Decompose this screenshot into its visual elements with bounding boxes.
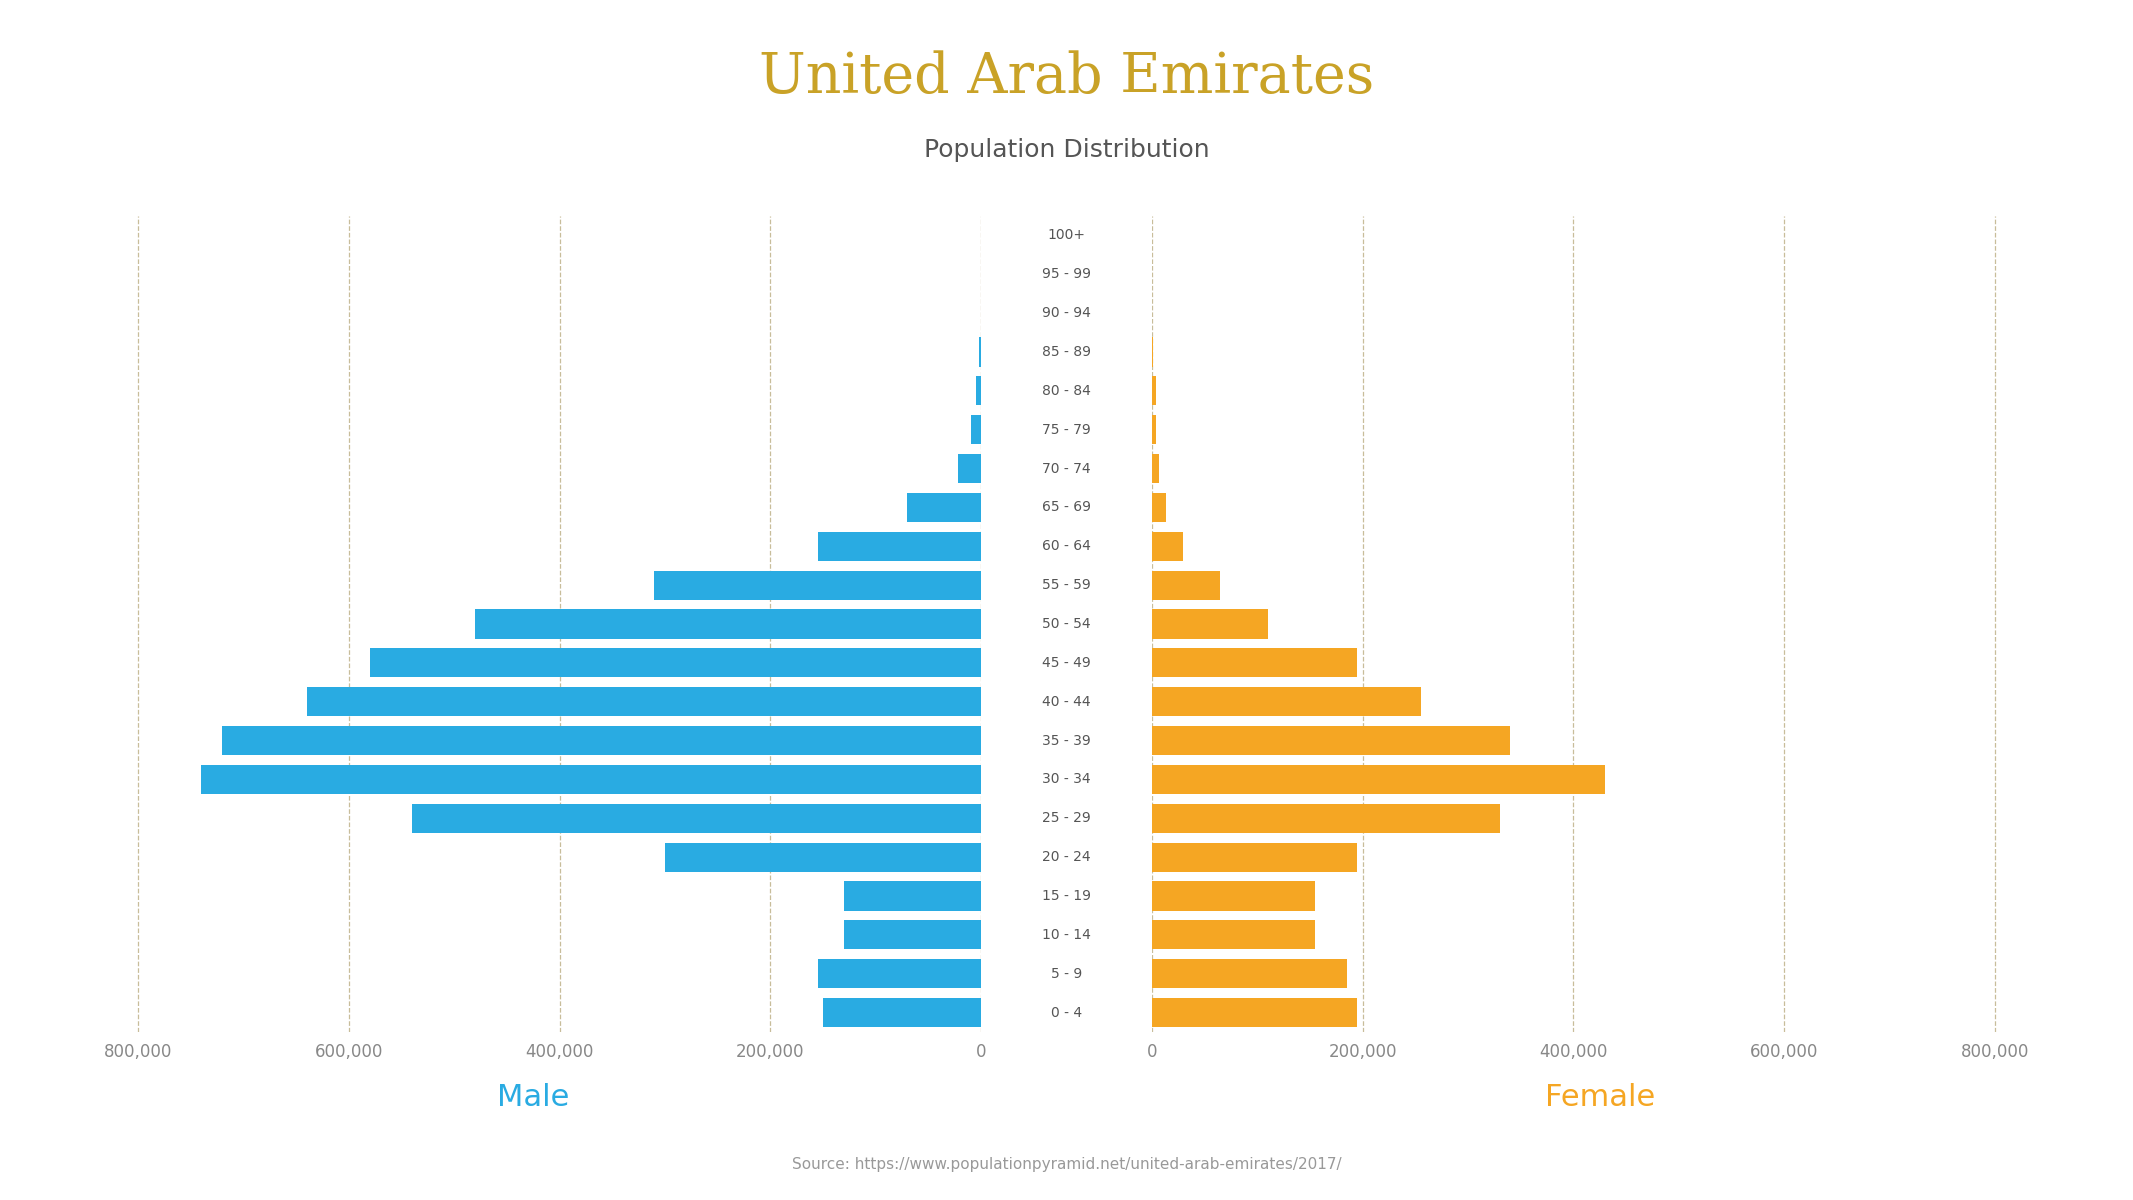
Text: 60 - 64: 60 - 64 bbox=[1043, 539, 1090, 553]
Bar bbox=[1152, 764, 1604, 794]
Bar bbox=[1152, 726, 1510, 755]
Bar bbox=[1152, 882, 1316, 911]
Text: 5 - 9: 5 - 9 bbox=[1052, 967, 1081, 980]
Bar bbox=[1152, 648, 1357, 678]
Text: 65 - 69: 65 - 69 bbox=[1043, 500, 1090, 515]
Text: United Arab Emirates: United Arab Emirates bbox=[759, 50, 1374, 106]
Bar bbox=[201, 764, 981, 794]
Text: 10 - 14: 10 - 14 bbox=[1043, 928, 1090, 942]
Bar bbox=[1152, 959, 1346, 989]
Bar bbox=[1152, 377, 1156, 406]
Bar bbox=[823, 998, 981, 1027]
Text: 40 - 44: 40 - 44 bbox=[1043, 695, 1090, 709]
Bar bbox=[979, 337, 981, 366]
Bar bbox=[1152, 610, 1267, 638]
Text: 45 - 49: 45 - 49 bbox=[1043, 656, 1090, 670]
Text: 35 - 39: 35 - 39 bbox=[1043, 733, 1090, 748]
Bar bbox=[1152, 804, 1499, 833]
Text: Population Distribution: Population Distribution bbox=[924, 138, 1209, 162]
Bar bbox=[1152, 688, 1421, 716]
Text: Source: https://www.populationpyramid.net/united-arab-emirates/2017/: Source: https://www.populationpyramid.ne… bbox=[791, 1157, 1342, 1171]
Bar bbox=[845, 920, 981, 949]
Text: Male: Male bbox=[497, 1084, 570, 1112]
Bar bbox=[977, 377, 981, 406]
Bar bbox=[1152, 415, 1156, 444]
Bar bbox=[1152, 570, 1220, 600]
Text: 55 - 59: 55 - 59 bbox=[1043, 578, 1090, 592]
Bar bbox=[476, 610, 981, 638]
Bar bbox=[1152, 998, 1357, 1027]
Bar bbox=[1152, 493, 1165, 522]
Bar bbox=[1152, 532, 1184, 560]
Bar bbox=[817, 532, 981, 560]
Bar bbox=[971, 415, 981, 444]
Bar bbox=[817, 959, 981, 989]
Bar bbox=[222, 726, 981, 755]
Text: 85 - 89: 85 - 89 bbox=[1043, 346, 1090, 359]
Bar bbox=[1152, 842, 1357, 871]
Bar bbox=[958, 454, 981, 484]
Text: 50 - 54: 50 - 54 bbox=[1043, 617, 1090, 631]
Text: 25 - 29: 25 - 29 bbox=[1043, 811, 1090, 826]
Text: Female: Female bbox=[1544, 1084, 1655, 1112]
Text: 20 - 24: 20 - 24 bbox=[1043, 850, 1090, 864]
Text: 0 - 4: 0 - 4 bbox=[1052, 1006, 1081, 1020]
Bar bbox=[907, 493, 981, 522]
Bar bbox=[845, 882, 981, 911]
Bar bbox=[655, 570, 981, 600]
Text: 75 - 79: 75 - 79 bbox=[1043, 422, 1090, 437]
Text: 15 - 19: 15 - 19 bbox=[1043, 889, 1090, 902]
Bar bbox=[307, 688, 981, 716]
Text: 80 - 84: 80 - 84 bbox=[1043, 384, 1090, 398]
Bar bbox=[665, 842, 981, 871]
Text: 95 - 99: 95 - 99 bbox=[1043, 268, 1090, 281]
Bar bbox=[1152, 454, 1158, 484]
Bar bbox=[412, 804, 981, 833]
Bar bbox=[369, 648, 981, 678]
Bar bbox=[1152, 920, 1316, 949]
Text: 100+: 100+ bbox=[1047, 228, 1086, 242]
Text: 30 - 34: 30 - 34 bbox=[1043, 773, 1090, 786]
Text: 90 - 94: 90 - 94 bbox=[1043, 306, 1090, 320]
Text: 70 - 74: 70 - 74 bbox=[1043, 462, 1090, 475]
